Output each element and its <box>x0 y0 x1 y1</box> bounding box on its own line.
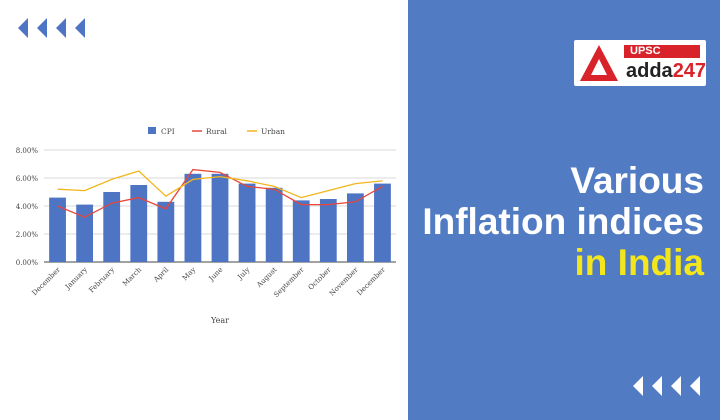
cpi-bar <box>130 185 148 262</box>
x-tick-label: June <box>207 266 225 284</box>
brand-logo: UPSC adda247 <box>574 40 706 86</box>
urban-series-line <box>57 170 383 199</box>
cpi-bar <box>49 197 66 262</box>
x-tick-label: December <box>355 265 387 297</box>
adda-logo-icon <box>580 45 618 81</box>
y-tick-label: 2.00% <box>16 231 39 239</box>
back-arrows-icon <box>18 18 85 38</box>
headline: Various Inflation indices in India <box>422 160 704 283</box>
chart-panel: 0.00% 2.00% 4.00% 6.00% 8.00% December January… <box>15 18 396 325</box>
cpi-bar <box>292 200 310 262</box>
cpi-bar <box>238 183 256 262</box>
headline-line-3: in India <box>574 242 705 283</box>
legend-label-cpi: CPI <box>161 127 175 136</box>
legend-swatch-cpi <box>148 127 156 134</box>
cpi-bar <box>346 193 364 262</box>
cpi-bar <box>184 173 202 262</box>
x-tick-label: May <box>181 266 198 283</box>
x-tick-label: March <box>121 265 143 287</box>
y-tick-label: 8.00% <box>16 147 39 155</box>
cpi-bar <box>211 173 229 262</box>
cpi-bar <box>319 199 337 262</box>
brand-name: adda247 <box>626 60 706 82</box>
brand-number: 247 <box>672 60 707 82</box>
back-arrows-bottom-icon <box>633 376 700 396</box>
legend-label-urban: Urban <box>261 127 285 136</box>
brand-word: adda <box>626 60 673 82</box>
y-tick-label: 6.00% <box>16 175 39 183</box>
x-axis-label: Year <box>210 316 229 325</box>
x-tick-label: April <box>152 265 171 284</box>
legend-label-rural: Rural <box>206 127 228 136</box>
x-tick-label: October <box>307 265 333 291</box>
x-tick-label: July <box>236 266 252 282</box>
cpi-bar <box>157 201 175 262</box>
cpi-bar <box>103 192 121 262</box>
cpi-bar <box>374 183 391 262</box>
rural-series-line <box>57 168 383 218</box>
inflation-chart: 0.00%2.00%4.00%6.00%8.00%December January… <box>16 127 396 325</box>
y-tick-label: 4.00% <box>16 203 39 211</box>
x-tick-label: December <box>31 265 63 297</box>
x-tick-label: August <box>255 266 279 290</box>
headline-line-1: Various <box>570 160 704 201</box>
cpi-bar <box>76 204 94 262</box>
headline-line-2: Inflation indices <box>422 201 704 242</box>
cpi-bar <box>265 187 283 262</box>
x-tick-label: January <box>63 266 89 292</box>
y-tick-label: 0.00% <box>16 259 39 267</box>
upsc-badge: UPSC <box>624 45 700 58</box>
x-tick-label: February <box>88 266 117 295</box>
